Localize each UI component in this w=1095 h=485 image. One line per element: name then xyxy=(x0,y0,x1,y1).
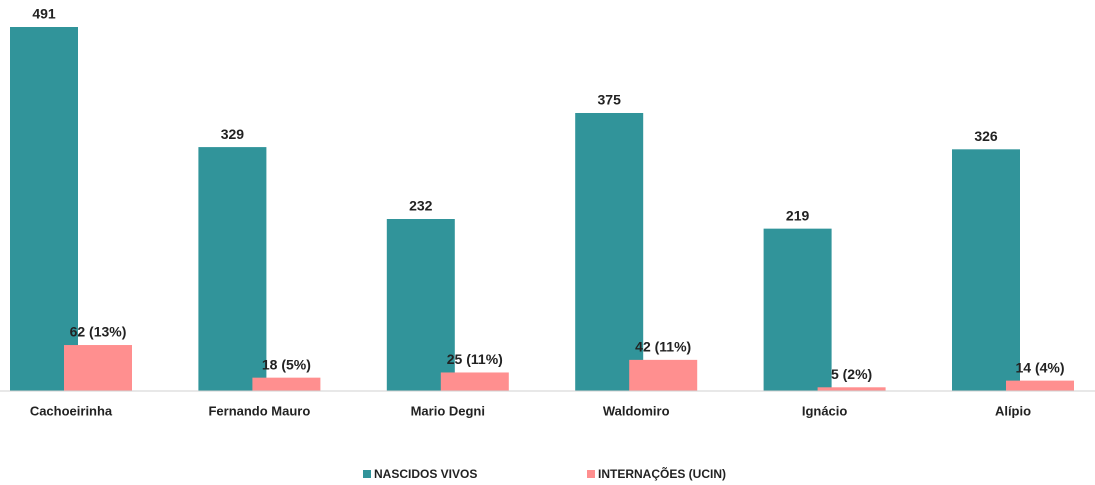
bar xyxy=(1006,380,1074,391)
value-label: 25 (11%) xyxy=(447,351,503,367)
legend-label: INTERNAÇÕES (UCIN) xyxy=(598,466,726,481)
bar xyxy=(252,377,321,391)
value-label: 219 xyxy=(786,207,810,223)
value-label: 326 xyxy=(974,128,998,144)
value-label: 62 (13%) xyxy=(70,324,127,340)
bar xyxy=(386,219,455,391)
value-label: 232 xyxy=(409,198,433,214)
legend-swatch xyxy=(363,470,371,478)
value-label: 375 xyxy=(598,92,622,108)
x-tick-label: Cachoeirinha xyxy=(30,403,113,418)
value-label: 5 (2%) xyxy=(831,366,872,382)
bar xyxy=(440,372,509,391)
bar xyxy=(952,149,1020,391)
value-label: 18 (5%) xyxy=(262,356,311,372)
value-label: 329 xyxy=(221,126,245,142)
x-tick-label: Mario Degni xyxy=(411,403,485,418)
x-tick-label: Waldomiro xyxy=(603,403,670,418)
x-tick-label: Ignácio xyxy=(802,403,848,418)
value-label: 491 xyxy=(32,6,56,22)
x-tick-label: Alípio xyxy=(995,403,1031,418)
bar xyxy=(198,147,267,391)
bar xyxy=(763,228,832,391)
value-label: 14 (4%) xyxy=(1015,359,1064,375)
bar xyxy=(64,345,132,391)
bar xyxy=(817,387,886,391)
x-tick-label: Fernando Mauro xyxy=(208,403,310,418)
legend-label: NASCIDOS VIVOS xyxy=(374,467,477,481)
bar xyxy=(629,359,698,391)
bar xyxy=(10,27,78,391)
bar xyxy=(575,112,644,392)
value-label: 42 (11%) xyxy=(635,339,691,355)
legend-swatch xyxy=(587,470,595,478)
